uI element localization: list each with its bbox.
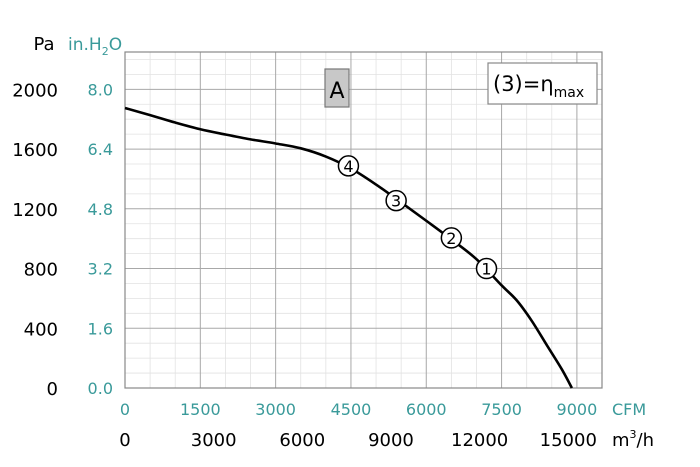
y-left-tick-label: 800 bbox=[24, 260, 58, 281]
x-bottom-tick-label: 12000 bbox=[451, 430, 508, 451]
y-right-tick-label: 6.4 bbox=[88, 140, 113, 159]
plot-frame bbox=[124, 51, 603, 389]
x-bottom-tick-label: 0 bbox=[119, 430, 130, 451]
x-top-tick-label: 4500 bbox=[331, 400, 372, 419]
operating-point-2: 2 bbox=[440, 227, 463, 249]
operating-points: 1 2 3 4 bbox=[337, 155, 498, 280]
y-left-tick-label: 2000 bbox=[12, 80, 58, 101]
curve-label: A bbox=[329, 79, 344, 104]
x-top-tick-label: 3000 bbox=[255, 400, 296, 419]
fan-curve-line bbox=[124, 106, 574, 389]
legend-text: (3)=ηmax bbox=[493, 72, 584, 101]
operating-point-marker bbox=[440, 227, 463, 249]
operating-point-marker bbox=[385, 189, 407, 212]
x-bottom-tick-label: 9000 bbox=[368, 430, 414, 451]
minor-grid bbox=[125, 52, 602, 388]
x-top-tick-label: 7500 bbox=[481, 400, 522, 419]
curve-label-box bbox=[324, 68, 350, 108]
operating-point-1: 1 bbox=[475, 257, 498, 280]
y-left-tick-label: 1600 bbox=[12, 140, 58, 161]
operating-point-label: 1 bbox=[481, 260, 491, 279]
y-right-tick-label: 4.8 bbox=[88, 200, 113, 219]
operating-point-marker bbox=[337, 155, 360, 177]
y-right-tick-label: 0.0 bbox=[88, 379, 113, 398]
x-bottom-tick-label: 6000 bbox=[279, 430, 325, 451]
legend-box bbox=[487, 62, 598, 105]
x-bottom-tick-label: 15000 bbox=[540, 430, 597, 451]
y-right-unit: in.H2O bbox=[68, 35, 122, 58]
operating-point-4: 4 bbox=[337, 155, 360, 177]
y-left-tick-label: 0 bbox=[47, 379, 58, 400]
operating-point-label: 4 bbox=[343, 157, 353, 176]
y-left-unit: Pa bbox=[33, 34, 54, 55]
x-top-tick-label: 0 bbox=[120, 400, 130, 419]
x-top-tick-label: 6000 bbox=[406, 400, 447, 419]
y-right-tick-label: 3.2 bbox=[88, 260, 113, 279]
x-top-tick-label: 9000 bbox=[557, 400, 598, 419]
y-left-tick-label: 400 bbox=[24, 319, 58, 340]
operating-point-label: 2 bbox=[446, 229, 456, 248]
operating-point-3: 3 bbox=[385, 189, 407, 212]
x-bottom-unit: m3/h bbox=[612, 428, 654, 451]
x-top-tick-label: 1500 bbox=[180, 400, 221, 419]
x-bottom-tick-label: 3000 bbox=[191, 430, 237, 451]
x-top-unit: CFM bbox=[612, 400, 646, 419]
y-right-tick-label: 1.6 bbox=[88, 319, 113, 338]
operating-point-marker bbox=[475, 257, 498, 280]
operating-point-label: 3 bbox=[391, 192, 401, 211]
y-left-tick-label: 1200 bbox=[12, 200, 58, 221]
axis-tick-labels: 0 400 800 1200 1600 2000 0.0 1.6 3.2 4.8 6.4 8.0 0 15… bbox=[12, 80, 597, 451]
y-right-tick-label: 8.0 bbox=[88, 80, 113, 99]
